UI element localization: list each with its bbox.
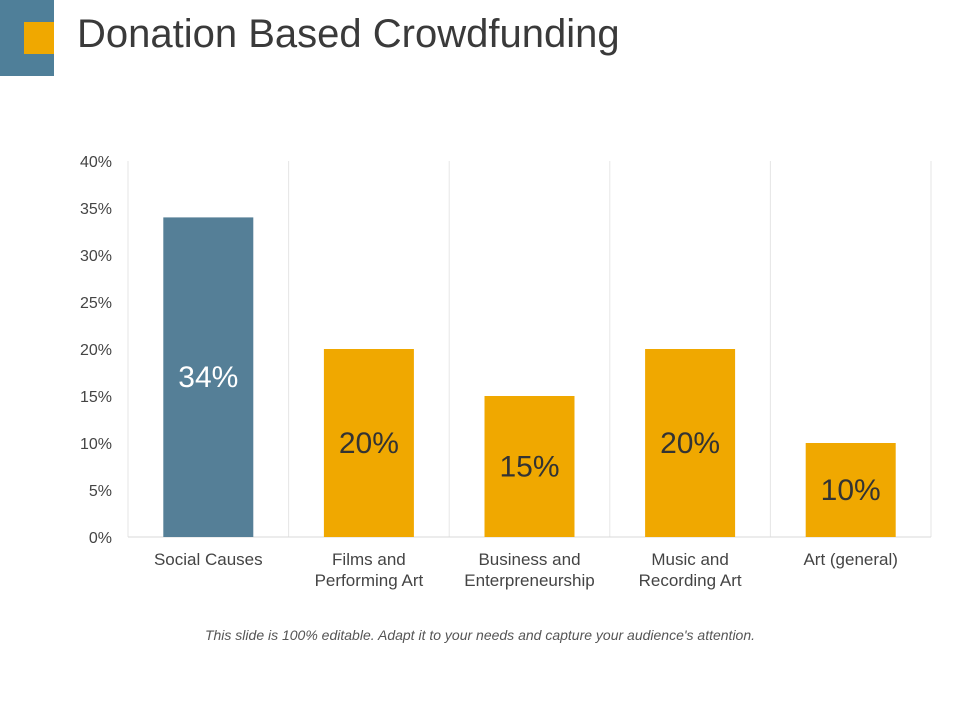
x-tick-label: Performing Art (315, 571, 424, 590)
y-tick-label: 30% (80, 248, 112, 265)
x-tick-label: Music and (651, 550, 728, 569)
bar (323, 349, 414, 537)
x-tick-label: Recording Art (639, 571, 742, 590)
x-tick-label: Business and (478, 550, 580, 569)
y-tick-label: 10% (80, 436, 112, 453)
bar (484, 396, 575, 537)
data-label: 15% (499, 451, 559, 484)
x-tick-label: Films and (332, 550, 406, 569)
bar (645, 349, 736, 537)
footnote: This slide is 100% editable. Adapt it to… (204, 627, 756, 643)
x-tick-label: Enterpreneurship (464, 571, 594, 590)
y-tick-label: 5% (89, 483, 112, 500)
accent-square (24, 22, 54, 54)
data-label: 20% (339, 427, 399, 460)
y-tick-label: 25% (80, 295, 112, 312)
y-tick-label: 40% (80, 154, 112, 171)
data-label: 20% (660, 427, 720, 460)
bar (805, 443, 896, 537)
y-tick-label: 15% (80, 389, 112, 406)
x-tick-label: Social Causes (154, 550, 263, 569)
page-title: Donation Based Crowdfunding (77, 12, 620, 56)
x-tick-label: Art (general) (803, 550, 897, 569)
y-tick-label: 20% (80, 342, 112, 359)
data-label: 34% (178, 361, 238, 394)
y-tick-label: 35% (80, 201, 112, 218)
bar (163, 217, 254, 537)
data-label: 10% (821, 474, 881, 507)
y-tick-label: 0% (89, 530, 112, 547)
